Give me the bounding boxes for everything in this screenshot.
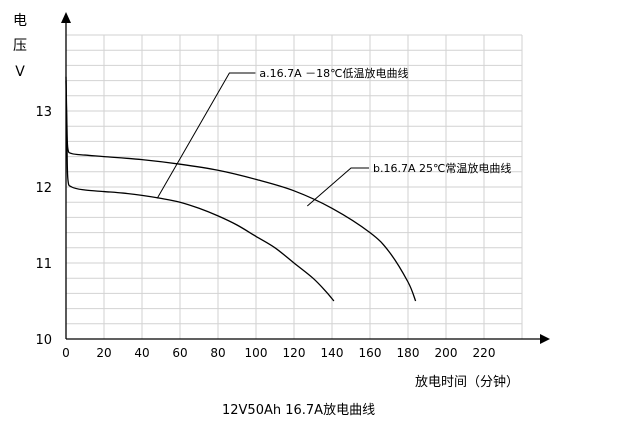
tick-labels: 0 20 40 60 80 100 120 140 160 180 200 220 10 11 12 13 <box>35 105 495 360</box>
axes <box>61 12 550 344</box>
x-tick-label: 220 <box>473 346 496 360</box>
x-axis-arrow <box>540 334 550 344</box>
y-label-char: V <box>15 64 25 80</box>
annotation-leader-a <box>156 72 256 199</box>
x-axis-label: 放电时间（分钟） <box>415 374 519 390</box>
x-tick-label: 120 <box>283 346 306 360</box>
x-tick-label: 100 <box>245 346 268 360</box>
x-tick-label: 180 <box>397 346 420 360</box>
y-axis-arrow <box>61 12 71 23</box>
x-tick-label: 40 <box>134 346 149 360</box>
y-label-char: 电 <box>13 13 27 29</box>
x-tick-label: 80 <box>210 346 225 360</box>
y-tick-label: 10 <box>35 333 52 348</box>
curves <box>65 76 417 302</box>
grid <box>66 34 523 339</box>
chart-title: 12V50Ah 16.7A放电曲线 <box>222 403 375 418</box>
y-axis-label: 电压V <box>13 13 27 80</box>
annotations: a.16.7A －18℃低温放电曲线 b.16.7A 25℃常温放电曲线 <box>156 66 511 207</box>
x-tick-label: 20 <box>96 346 111 360</box>
y-label-char: 压 <box>13 38 27 54</box>
series-line-a <box>65 80 335 302</box>
x-tick-label: 140 <box>321 346 344 360</box>
x-tick-label: 160 <box>359 346 382 360</box>
annotation-leader-b <box>306 167 369 207</box>
series-label-b: b.16.7A 25℃常温放电曲线 <box>373 161 511 175</box>
y-tick-label: 12 <box>35 181 52 196</box>
series-label-a: a.16.7A －18℃低温放电曲线 <box>259 66 408 80</box>
y-tick-label: 11 <box>35 257 52 272</box>
x-tick-label: 200 <box>435 346 458 360</box>
x-tick-label: 0 <box>62 346 70 360</box>
x-tick-label: 60 <box>172 346 187 360</box>
y-tick-label: 13 <box>35 105 52 120</box>
series-line-b <box>65 76 417 302</box>
